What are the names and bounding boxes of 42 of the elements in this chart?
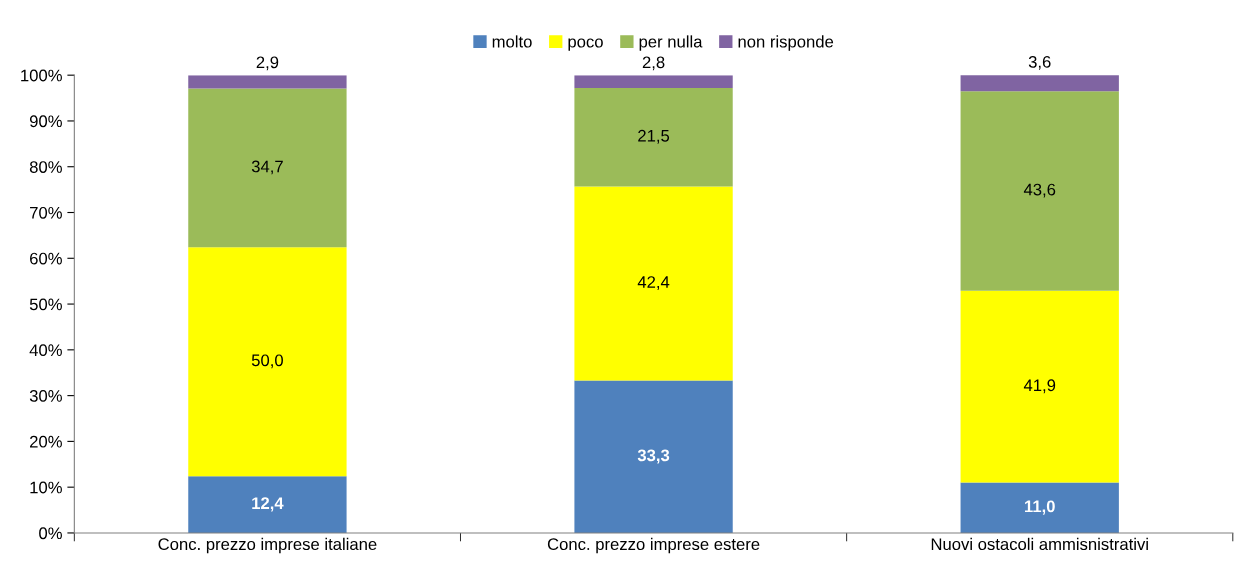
data-label: 50,0: [251, 354, 283, 369]
data-label: 34,7: [251, 160, 283, 175]
data-label: 11,0: [1025, 500, 1055, 515]
bar: [960, 91, 1119, 291]
y-tick-label: 40%: [29, 344, 62, 357]
bar: [574, 380, 733, 533]
y-tick-label: 90%: [29, 115, 62, 128]
bar: [188, 247, 347, 477]
bar: [960, 290, 1119, 483]
y-tick-label: 10%: [30, 481, 62, 494]
bar: [574, 186, 733, 381]
y-tick-label: 70%: [30, 206, 62, 219]
data-label: 3,6: [1028, 55, 1051, 70]
data-label: 2,9: [256, 56, 279, 71]
data-label: 43,6: [1023, 183, 1056, 198]
data-label: 21,5: [638, 129, 670, 144]
bar: [574, 75, 733, 88]
y-tick-label: 0%: [39, 527, 62, 540]
data-label: 41,9: [1023, 379, 1056, 394]
y-tick-label: 80%: [29, 161, 62, 173]
x-tick-label: Conc. prezzo imprese italiane: [158, 537, 377, 554]
y-tick-label: 100%: [21, 69, 62, 82]
bar: [188, 75, 347, 89]
x-tick-label: Nuovi ostacoli ammisnistrativi: [931, 537, 1148, 551]
bar: [960, 75, 1119, 92]
y-tick-label: 60%: [30, 252, 62, 265]
legend-label: per nulla: [639, 35, 703, 51]
data-label: 12,4: [252, 497, 284, 512]
y-tick-label: 20%: [30, 435, 62, 448]
legend-label: poco: [568, 38, 603, 51]
bar: [188, 476, 347, 533]
y-tick-label: 50%: [29, 298, 62, 311]
data-label: 33,3: [637, 449, 670, 464]
y-tick-label: 30%: [29, 390, 62, 402]
legend-label: non risponde: [738, 35, 834, 51]
bar: [188, 88, 347, 248]
data-label: 2,8: [642, 56, 665, 71]
bar: [960, 482, 1119, 533]
bar: [574, 87, 733, 187]
x-tick-label: Conc. prezzo imprese estere: [547, 537, 760, 554]
legend-label: molto: [492, 35, 532, 48]
data-label: 42,4: [637, 276, 670, 290]
